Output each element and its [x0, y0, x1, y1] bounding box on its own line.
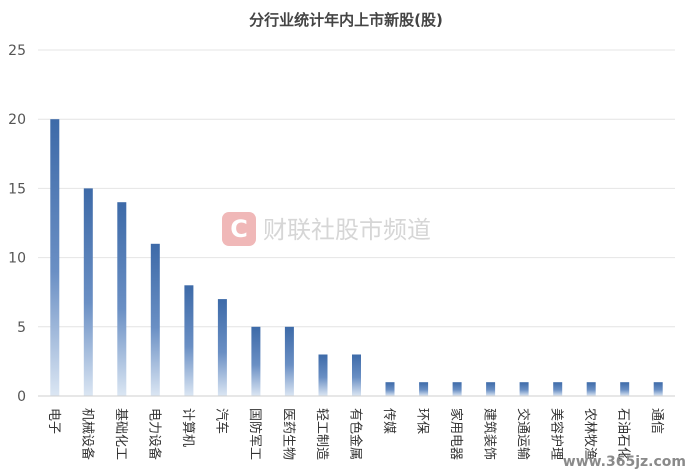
x-tick-label: 轻工制造: [314, 408, 329, 460]
bar: [352, 354, 361, 396]
bar: [519, 382, 529, 396]
watermark-text: 财联社股市频道: [263, 216, 431, 244]
bar: [184, 285, 194, 396]
x-tick-label: 通信: [649, 408, 664, 434]
x-tick-label: 电力设备: [146, 408, 162, 460]
x-tick-label: 环保: [415, 408, 430, 434]
bar: [83, 188, 93, 396]
watermark-logo: [222, 212, 256, 246]
x-tick-label: 交通运输: [515, 408, 531, 460]
bar: [486, 382, 496, 396]
x-tick-label: 建筑装饰: [482, 408, 498, 460]
bar: [653, 382, 663, 396]
bar: [553, 382, 563, 396]
x-tick-label: 家用电器: [448, 408, 464, 460]
bar: [251, 326, 261, 396]
bar: [150, 243, 160, 396]
watermark-logo-letter: C: [230, 215, 248, 243]
x-tick-label: 有色金属: [348, 408, 364, 460]
x-tick-label: 美容护理: [549, 408, 565, 460]
bar: [318, 354, 328, 396]
bar: [586, 382, 596, 396]
bar: [419, 382, 429, 396]
y-tick-label: 20: [8, 112, 26, 128]
y-tick-label: 25: [8, 43, 26, 59]
y-tick-label: 10: [8, 251, 26, 267]
bar: [217, 299, 227, 396]
x-tick-label: 汽车: [213, 408, 229, 434]
x-tick-label: 电子: [46, 408, 61, 434]
x-axis-labels: 电子 机械设备 基础化工 电力设备 计算机 汽车 国防军工 医药生物 轻工制造 有色金属 传媒 环保家…: [46, 408, 664, 460]
y-tick-label: 15: [8, 181, 26, 197]
x-tick-label: 基础化工: [113, 408, 128, 460]
watermark-url: www.365jz.com: [563, 454, 686, 470]
x-tick-label: 机械设备: [79, 408, 95, 460]
bar: [117, 202, 127, 396]
y-tick-label: 0: [17, 389, 26, 405]
y-tick-label: 5: [17, 320, 26, 336]
bar: [385, 382, 395, 396]
watermark: C 财联社股市频道: [222, 212, 431, 246]
x-tick-label: 石油石化: [616, 408, 631, 460]
x-tick-label: 传媒: [381, 408, 396, 434]
bar: [452, 382, 462, 396]
bar: [620, 382, 630, 396]
bar: [284, 326, 294, 396]
chart-title: 分行业统计年内上市新股(股): [249, 11, 443, 29]
y-axis-ticks: 0 5 10 15 20 25: [8, 43, 26, 405]
x-tick-label: 计算机: [180, 408, 195, 447]
gridlines: [38, 49, 675, 328]
x-tick-label: 国防军工: [247, 408, 263, 460]
bar: [50, 119, 60, 396]
x-tick-label: 农林牧渔: [582, 408, 597, 460]
x-tick-label: 医药生物: [280, 408, 295, 460]
bars: [50, 119, 663, 396]
